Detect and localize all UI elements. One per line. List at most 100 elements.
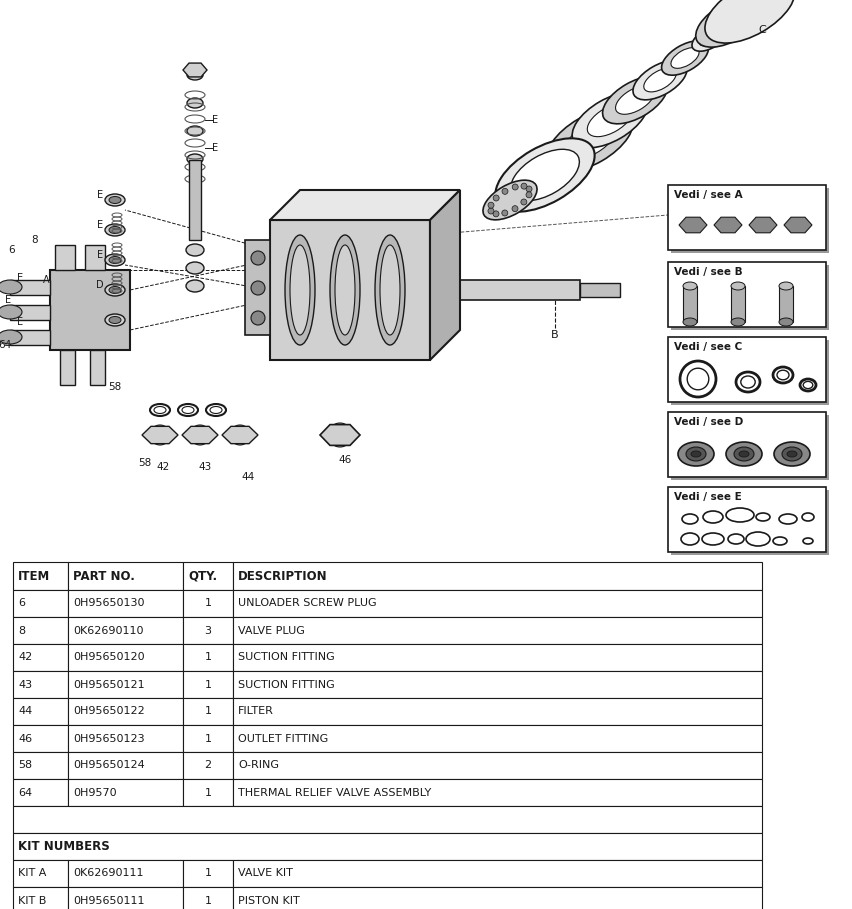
Text: 1: 1 <box>204 706 211 716</box>
Circle shape <box>687 219 699 231</box>
Ellipse shape <box>564 121 616 159</box>
Bar <box>13 644 68 671</box>
Circle shape <box>526 192 532 198</box>
Bar <box>85 245 105 270</box>
Ellipse shape <box>290 245 310 335</box>
Ellipse shape <box>483 180 537 220</box>
Circle shape <box>251 251 265 265</box>
Text: 42: 42 <box>18 653 32 663</box>
Polygon shape <box>749 217 777 233</box>
Ellipse shape <box>380 245 400 335</box>
Ellipse shape <box>787 451 797 457</box>
Text: SUCTION FITTING: SUCTION FITTING <box>238 653 335 663</box>
Ellipse shape <box>186 244 204 256</box>
Bar <box>10 330 50 345</box>
Bar <box>68 617 183 644</box>
Ellipse shape <box>335 245 355 335</box>
Text: 58: 58 <box>138 458 152 468</box>
Ellipse shape <box>726 442 762 466</box>
Circle shape <box>493 211 499 217</box>
Bar <box>270 220 430 360</box>
Ellipse shape <box>375 235 405 345</box>
Bar <box>580 283 620 297</box>
Bar <box>13 887 68 909</box>
Bar <box>233 887 762 909</box>
Text: KIT B: KIT B <box>18 895 46 905</box>
Text: 58: 58 <box>108 382 122 392</box>
Polygon shape <box>270 190 460 220</box>
Bar <box>13 562 68 590</box>
Ellipse shape <box>683 318 697 326</box>
Bar <box>68 562 183 590</box>
Ellipse shape <box>187 126 203 136</box>
Bar <box>183 860 233 887</box>
Circle shape <box>512 205 518 212</box>
Ellipse shape <box>739 451 749 457</box>
Bar <box>68 725 183 752</box>
Bar <box>183 725 233 752</box>
Text: KIT NUMBERS: KIT NUMBERS <box>18 840 110 853</box>
Polygon shape <box>182 426 218 444</box>
Bar <box>68 779 183 806</box>
Bar <box>671 415 829 480</box>
Text: Vedi / see E: Vedi / see E <box>674 492 742 502</box>
Text: 1: 1 <box>204 868 211 878</box>
Ellipse shape <box>731 282 745 290</box>
Bar <box>68 644 183 671</box>
Bar <box>13 779 68 806</box>
Bar <box>68 698 183 725</box>
Text: E: E <box>17 317 23 327</box>
Text: 8: 8 <box>18 625 25 635</box>
Circle shape <box>251 311 265 325</box>
Bar <box>233 562 762 590</box>
Bar <box>10 305 50 320</box>
Text: 1: 1 <box>204 680 211 690</box>
Text: UNLOADER SCREW PLUG: UNLOADER SCREW PLUG <box>238 598 377 608</box>
Ellipse shape <box>705 0 795 43</box>
Bar <box>233 779 762 806</box>
Circle shape <box>521 183 527 189</box>
Circle shape <box>488 202 494 208</box>
Bar <box>460 280 580 300</box>
Bar <box>233 752 762 779</box>
Bar <box>671 188 829 253</box>
Ellipse shape <box>671 47 699 68</box>
Ellipse shape <box>678 442 714 466</box>
Ellipse shape <box>661 41 708 75</box>
Text: 6: 6 <box>9 245 15 255</box>
Bar <box>233 590 762 617</box>
Bar <box>233 725 762 752</box>
Text: 0H95650123: 0H95650123 <box>73 734 145 744</box>
Text: B: B <box>551 330 559 340</box>
Ellipse shape <box>0 330 22 344</box>
Text: 0H9570: 0H9570 <box>73 787 117 797</box>
Text: 46: 46 <box>18 734 32 744</box>
Ellipse shape <box>710 7 751 37</box>
Bar <box>55 245 75 270</box>
Bar <box>671 490 829 555</box>
Text: Vedi / see C: Vedi / see C <box>674 342 742 352</box>
Bar <box>10 280 50 295</box>
Bar <box>671 340 829 405</box>
Ellipse shape <box>0 305 22 319</box>
Circle shape <box>502 210 508 216</box>
Bar <box>183 887 233 909</box>
Bar <box>668 487 826 552</box>
Text: Vedi / see B: Vedi / see B <box>674 267 743 277</box>
Text: 1: 1 <box>204 895 211 905</box>
Circle shape <box>512 184 518 190</box>
Bar <box>189 160 201 240</box>
Text: 0H95650130: 0H95650130 <box>73 598 145 608</box>
Ellipse shape <box>109 256 121 264</box>
Text: 3: 3 <box>204 625 211 635</box>
Text: THERMAL RELIEF VALVE ASSEMBLY: THERMAL RELIEF VALVE ASSEMBLY <box>238 787 431 797</box>
Bar <box>13 590 68 617</box>
Ellipse shape <box>686 447 706 461</box>
Bar <box>13 725 68 752</box>
Text: 2: 2 <box>204 761 211 771</box>
Text: 42: 42 <box>157 462 170 472</box>
Bar <box>13 698 68 725</box>
Bar <box>683 286 697 322</box>
Bar <box>671 265 829 330</box>
Text: VALVE KIT: VALVE KIT <box>238 868 293 878</box>
